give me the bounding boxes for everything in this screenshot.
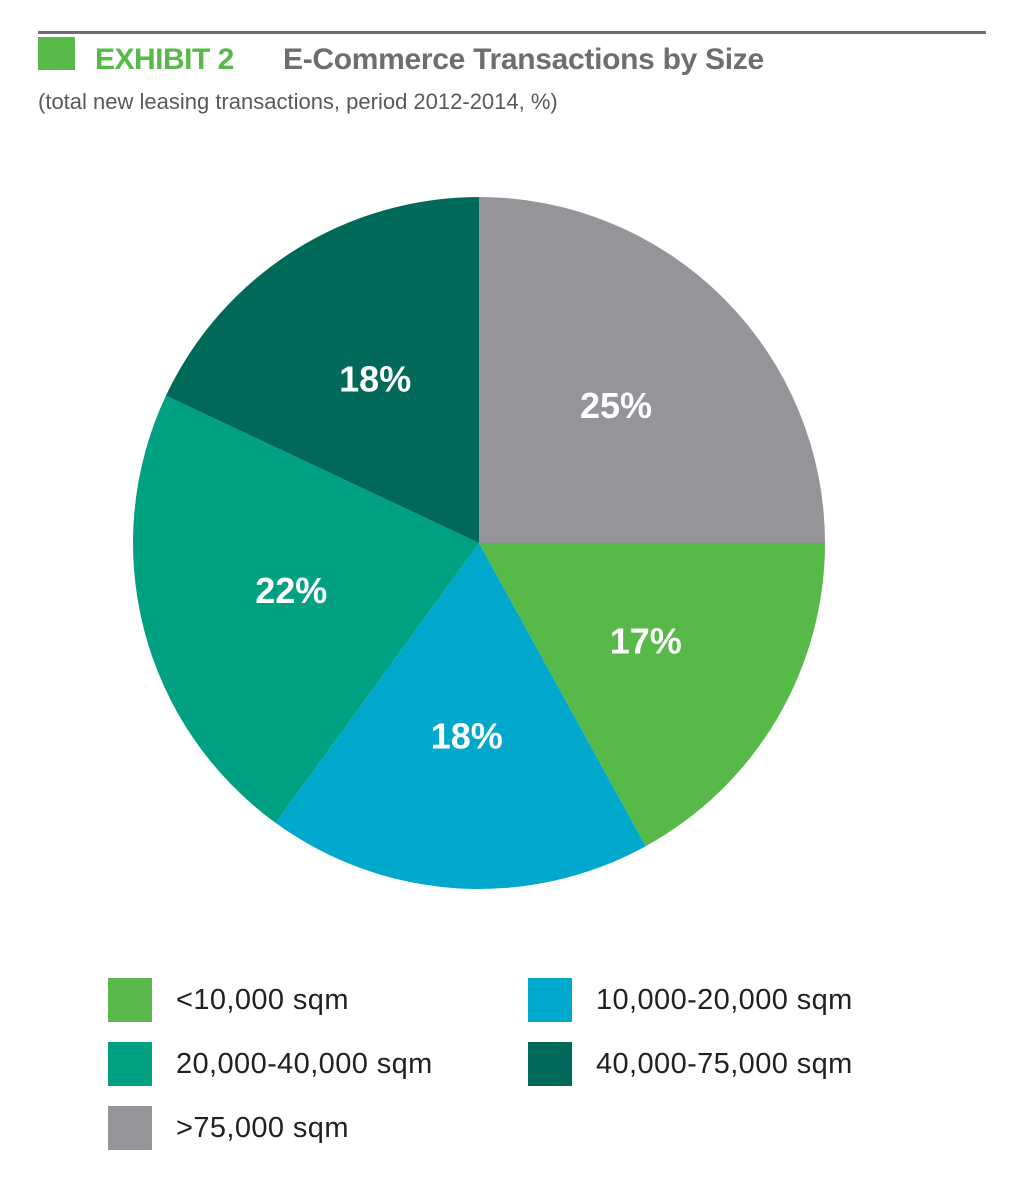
slice-value-label: 18% (339, 358, 411, 399)
legend-label: 20,000-40,000 sqm (176, 1047, 433, 1080)
legend-swatch (108, 1042, 152, 1086)
chart-title: E-Commerce Transactions by Size (283, 43, 764, 76)
slice-value-label: 22% (255, 570, 327, 611)
pie-slice (479, 197, 825, 543)
slice-value-label: 18% (431, 715, 503, 756)
slice-value-label: 17% (610, 621, 682, 662)
legend-label: 10,000-20,000 sqm (596, 983, 853, 1016)
slice-value-label: 25% (580, 385, 652, 426)
pie-slice (165, 197, 479, 543)
top-rule (38, 31, 986, 34)
chart-subtitle: (total new leasing transactions, period … (38, 89, 558, 114)
pie-slice (479, 543, 825, 847)
legend-label: 40,000-75,000 sqm (596, 1047, 853, 1080)
legend-swatch (108, 978, 152, 1022)
legend-item: 40,000-75,000 sqm (528, 1042, 853, 1086)
exhibit-label: EXHIBIT 2 (95, 43, 234, 76)
legend-label: >75,000 sqm (176, 1111, 349, 1144)
legend-item: 10,000-20,000 sqm (528, 978, 853, 1022)
legend-swatch (528, 978, 572, 1022)
chart-legend: <10,000 sqm 10,000-20,000 sqm 20,000-40,… (108, 978, 968, 1158)
pie-slice (133, 395, 479, 823)
pie-slice (275, 543, 646, 889)
legend-swatch (528, 1042, 572, 1086)
pie-chart: 25% 17% 18% 22% 18% (133, 197, 825, 889)
legend-item: <10,000 sqm (108, 978, 349, 1022)
exhibit-marker-square (38, 37, 75, 70)
legend-item: >75,000 sqm (108, 1106, 349, 1150)
legend-swatch (108, 1106, 152, 1150)
legend-label: <10,000 sqm (176, 983, 349, 1016)
legend-item: 20,000-40,000 sqm (108, 1042, 433, 1086)
